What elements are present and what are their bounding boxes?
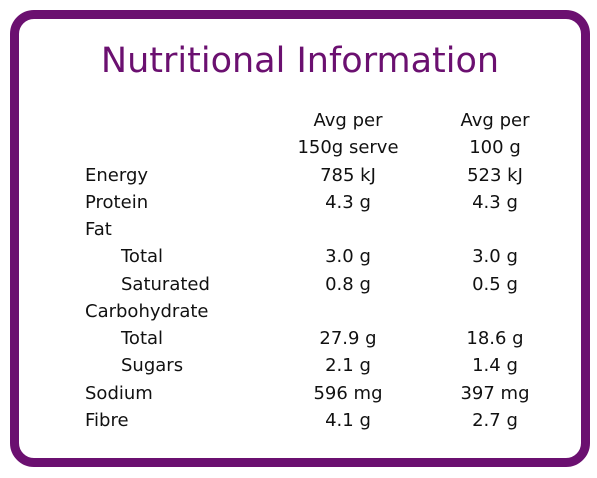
col2-header-line1: Avg per [460, 110, 530, 131]
row-label-sodium: Sodium [85, 383, 153, 404]
row-value-per-100g: 3.0 g [472, 246, 518, 267]
row-value-per-serve: 3.0 g [325, 246, 371, 267]
row-value-per-100g: 0.5 g [472, 274, 518, 295]
row-value-per-100g: 4.3 g [472, 192, 518, 213]
row-label-carbohydrate-total: Total [121, 328, 164, 349]
row-value-per-serve: 596 mg [313, 383, 383, 404]
row-value-per-100g: 523 kJ [467, 165, 523, 186]
col1-header-line1: Avg per [313, 110, 383, 131]
row-value-per-serve: 0.8 g [325, 274, 371, 295]
row-value-per-100g: 18.6 g [466, 328, 524, 349]
row-label-energy: Energy [85, 165, 149, 186]
nutrition-panel: Nutritional Information Avg per 150g ser… [10, 10, 590, 467]
row-label-fat-total: Total [121, 246, 164, 267]
page-title: Nutritional Information [100, 41, 500, 81]
row-value-per-serve: 785 kJ [320, 165, 376, 186]
row-label-saturated: Saturated [121, 274, 210, 295]
row-value-per-100g: 397 mg [460, 383, 530, 404]
row-value-per-serve: 2.1 g [325, 355, 371, 376]
row-value-per-100g: 2.7 g [472, 410, 518, 431]
row-label-fibre: Fibre [85, 410, 129, 431]
col2-header-line2: 100 g [469, 137, 521, 158]
row-label-sugars: Sugars [121, 355, 184, 376]
row-value-per-serve: 4.3 g [325, 192, 371, 213]
row-value-per-serve: 27.9 g [319, 328, 377, 349]
row-value-per-serve: 4.1 g [325, 410, 371, 431]
row-label-carbohydrate: Carbohydrate [85, 301, 209, 322]
row-value-per-100g: 1.4 g [472, 355, 518, 376]
row-label-protein: Protein [85, 192, 149, 213]
row-label-fat: Fat [85, 219, 112, 240]
col1-header-line2: 150g serve [297, 137, 399, 158]
